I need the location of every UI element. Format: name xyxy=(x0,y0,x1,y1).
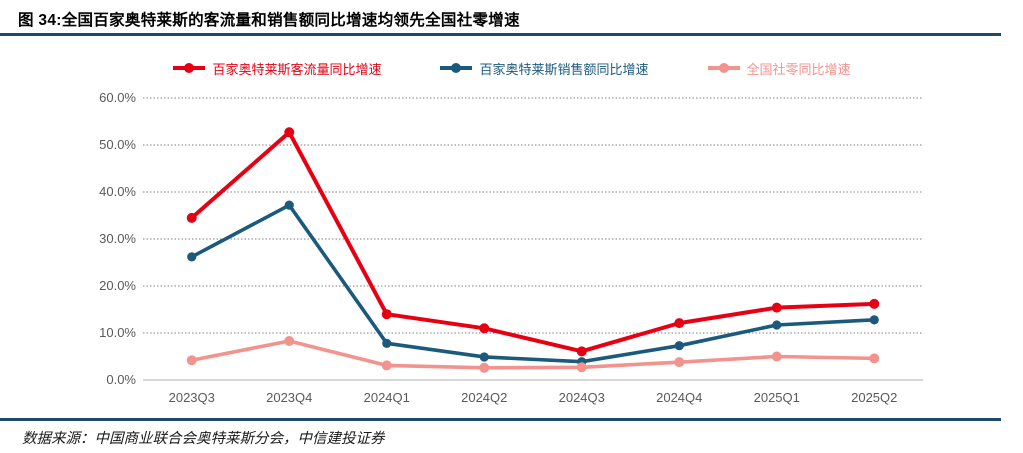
data-point-marker xyxy=(771,302,782,313)
data-point-marker xyxy=(869,353,880,364)
legend-item: 百家奥特莱斯销售额同比增速 xyxy=(439,59,649,78)
data-point-marker xyxy=(772,320,782,330)
data-point-marker xyxy=(284,200,294,210)
data-point-marker xyxy=(576,346,587,357)
x-axis-tick-label: 2025Q1 xyxy=(753,390,800,405)
legend-marker-icon xyxy=(440,63,473,73)
title-divider xyxy=(0,33,1001,36)
y-axis-tick-label: 20.0% xyxy=(99,278,136,293)
data-point-marker xyxy=(187,252,197,262)
y-axis-tick-label: 40.0% xyxy=(99,184,136,199)
legend-label: 百家奥特莱斯销售额同比增速 xyxy=(479,61,649,77)
data-point-marker xyxy=(869,298,880,309)
data-point-marker xyxy=(771,351,782,362)
data-point-marker xyxy=(382,338,392,348)
data-point-marker xyxy=(674,341,684,351)
data-point-marker xyxy=(479,323,490,334)
series-line xyxy=(189,203,877,364)
x-axis-tick-label: 2024Q4 xyxy=(656,390,703,405)
data-point-marker xyxy=(381,360,392,371)
data-point-marker xyxy=(869,315,879,325)
y-axis-tick-label: 50.0% xyxy=(99,137,136,152)
y-axis-tick-label: 30.0% xyxy=(99,231,136,246)
figure-title: 图 34:全国百家奥特莱斯的客流量和销售额同比增速均领先全国社零增速 xyxy=(18,12,520,29)
data-point-marker xyxy=(381,309,392,320)
series-line xyxy=(189,130,877,354)
legend-item: 百家奥特莱斯客流量同比增速 xyxy=(172,59,381,78)
x-axis-tick-label: 2024Q3 xyxy=(558,390,605,405)
x-axis-tick-label: 2024Q1 xyxy=(363,390,410,405)
data-point-marker xyxy=(186,212,197,223)
data-point-marker xyxy=(284,335,295,346)
legend-item: 全国社零同比增速 xyxy=(707,59,851,78)
x-axis-tick-label: 2024Q2 xyxy=(461,390,508,405)
y-axis-tick-label: 10.0% xyxy=(99,325,136,340)
data-point-marker xyxy=(479,352,489,362)
y-axis-tick-label: 0.0% xyxy=(106,372,136,387)
data-point-marker xyxy=(479,362,490,373)
data-point-marker xyxy=(576,362,587,373)
data-point-marker xyxy=(674,357,685,368)
x-axis-tick-label: 2023Q3 xyxy=(168,390,215,405)
x-axis-tick-label: 2023Q4 xyxy=(266,390,313,405)
legend-marker-icon xyxy=(707,63,740,73)
y-axis-tick-label: 60.0% xyxy=(99,90,136,105)
legend-label: 百家奥特莱斯客流量同比增速 xyxy=(212,61,382,77)
data-point-marker xyxy=(284,127,295,138)
data-point-marker xyxy=(186,355,197,366)
series-line xyxy=(189,339,877,370)
legend-label: 全国社零同比增速 xyxy=(746,61,851,77)
chart-legend: 百家奥特莱斯客流量同比增速 百家奥特莱斯销售额同比增速 全国社零同比增速 xyxy=(0,56,1023,80)
data-point-marker xyxy=(674,318,685,329)
data-source-note: 数据来源：中国商业联合会奥特莱斯分会，中信建投证券 xyxy=(22,431,385,447)
footer-divider xyxy=(0,418,1001,421)
legend-marker-icon xyxy=(173,63,206,73)
x-axis-tick-label: 2025Q2 xyxy=(851,390,898,405)
